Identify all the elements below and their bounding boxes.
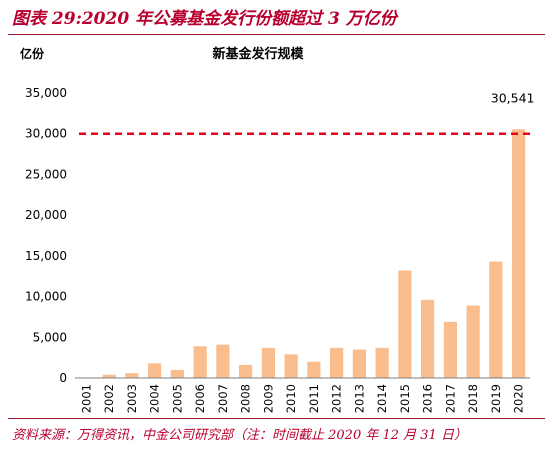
bar-2020 <box>512 129 526 378</box>
bar-2009 <box>261 347 275 378</box>
x-tick-label: 2014 <box>375 384 389 413</box>
bar-2014 <box>375 347 389 378</box>
y-tick-label: 15,000 <box>25 249 67 263</box>
bar-2007 <box>216 344 230 378</box>
x-tick-label: 2004 <box>148 384 162 413</box>
y-tick-label: 10,000 <box>25 290 67 304</box>
bar-2015 <box>398 270 412 378</box>
bar-2012 <box>330 347 344 378</box>
title-divider <box>8 34 545 35</box>
figure-title: 图表 29:2020 年公募基金发行份额超过 3 万亿份 <box>12 9 397 29</box>
data-labels: 30,541 <box>491 90 535 105</box>
x-tick-label: 2017 <box>443 384 457 413</box>
bar-2011 <box>307 361 321 378</box>
x-tick-label: 2013 <box>352 384 366 413</box>
bar-2002 <box>102 374 116 378</box>
x-tick-label: 2009 <box>261 384 275 413</box>
bars <box>102 129 526 378</box>
x-tick-label: 2001 <box>79 384 93 413</box>
bar-2006 <box>193 346 207 378</box>
bar-2018 <box>466 305 480 378</box>
x-tick-label: 2015 <box>398 384 412 413</box>
x-tick-label: 2020 <box>512 384 526 413</box>
bar-2013 <box>352 349 366 378</box>
bar-chart: 新基金发行规模 亿份 0 5,000 10,000 15,000 20,000 25,00… <box>20 46 535 413</box>
x-tick-label: 2010 <box>284 384 298 413</box>
data-label-2020: 30,541 <box>491 90 535 105</box>
bar-2003 <box>125 373 139 378</box>
y-axis-unit-label: 亿份 <box>20 46 45 61</box>
x-tick-label: 2012 <box>330 384 344 413</box>
x-tick-label: 2008 <box>239 384 253 413</box>
x-tick-label: 2016 <box>421 384 435 413</box>
y-tick-label: 0 <box>59 371 67 385</box>
y-axis: 0 5,000 10,000 15,000 20,000 25,000 30,000 35,0… <box>25 86 67 385</box>
x-tick-label: 2003 <box>125 384 139 413</box>
y-tick-label: 5,000 <box>33 330 67 344</box>
x-tick-label: 2005 <box>170 384 184 413</box>
bar-2017 <box>443 321 457 378</box>
bar-2016 <box>421 299 435 378</box>
x-tick-label: 2011 <box>307 384 321 413</box>
x-tick-label: 2019 <box>489 384 503 413</box>
y-tick-label: 20,000 <box>25 208 67 222</box>
y-tick-label: 35,000 <box>25 86 67 100</box>
x-tick-label: 2002 <box>102 384 116 413</box>
bar-2005 <box>170 369 184 378</box>
bar-2019 <box>489 261 503 378</box>
chart-title: 新基金发行规模 <box>212 46 304 62</box>
x-tick-label: 2006 <box>193 384 207 413</box>
source-note: 资料来源：万得资讯，中金公司研究部（注：时间截止 2020 年 12 月 31 … <box>12 428 467 443</box>
bar-2008 <box>239 364 253 378</box>
bar-2010 <box>284 354 298 378</box>
x-axis: 2001 2002 2003 2004 2005 2006 2007 2008 2009 2010… <box>75 377 530 413</box>
y-tick-label: 25,000 <box>25 167 67 181</box>
y-tick-label: 30,000 <box>25 127 67 141</box>
source-divider <box>8 418 545 419</box>
x-tick-label: 2007 <box>216 384 230 413</box>
bar-2004 <box>148 363 162 378</box>
x-tick-label: 2018 <box>466 384 480 413</box>
